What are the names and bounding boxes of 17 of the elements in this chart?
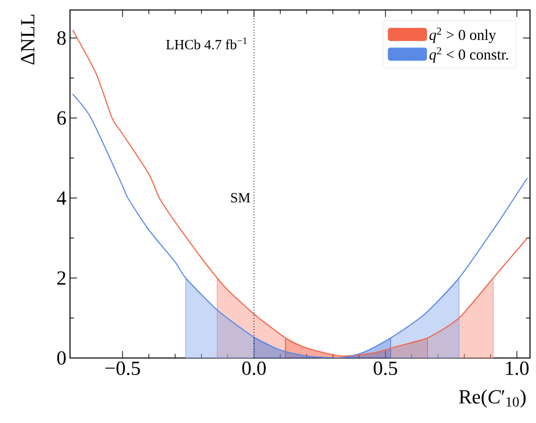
x-tick-label: 0.0 — [242, 362, 266, 376]
y-tick-label: 6 — [57, 111, 66, 125]
line-series — [72, 93, 528, 358]
y-axis-title: ΔNLL — [21, 14, 34, 64]
legend-label: q$^{2}$ > 0 only — [429, 28, 496, 44]
x-tick-label: 0.5 — [374, 362, 398, 376]
annotation: LHCb 4.7 fb$^{−1}$ — [166, 38, 247, 50]
line-series — [72, 29, 528, 357]
y-tick-label: 0 — [57, 351, 66, 365]
x-tick-label: 1.0 — [506, 362, 529, 376]
legend-label: q$^{2}$ < 0 constr. — [429, 47, 508, 63]
x-tick-label: −0.5 — [105, 362, 140, 376]
y-tick-label: 8 — [57, 31, 66, 45]
ref-line-label: SM — [231, 193, 250, 202]
y-tick-label: 4 — [56, 191, 66, 205]
y-tick-label: 2 — [57, 271, 66, 285]
x-axis-title: Re(C′$_{10}$) — [459, 390, 526, 408]
